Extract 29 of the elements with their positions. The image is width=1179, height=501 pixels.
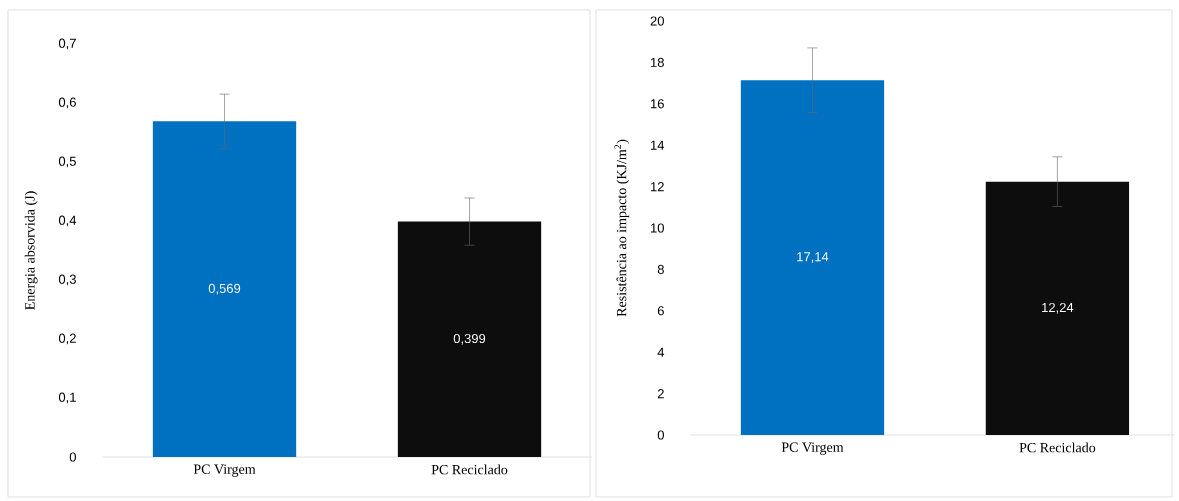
y-tick-label: 8 [657,264,664,274]
y-tick-label: 0,5 [58,156,76,168]
y-tick-label: 6 [657,306,664,316]
data-label: 12,24 [1042,302,1074,314]
y-tick-label: 14 [651,140,665,150]
y-tick-label: 0 [657,430,664,440]
y-axis-title: Resistência ao impacto (KJ/m$^{2}$) [614,139,630,317]
y-tick-label: 4 [657,347,665,357]
data-label: 0,569 [208,283,241,295]
y-tick-label: 16 [651,99,664,109]
y-tick-label: 0 [69,452,76,462]
y-tick-label: 0,4 [58,215,77,227]
y-tick-label: 0,7 [58,38,76,50]
y-tick-label: 0,1 [58,392,76,404]
y-tick-label: 0,6 [58,97,76,109]
y-tick-label: 18 [651,57,664,67]
y-tick-label: 10 [651,223,664,233]
data-label: 17,14 [797,252,829,263]
y-tick-label: 0,3 [58,274,76,286]
x-tick-label: PC Virgem [193,464,256,477]
y-tick-label: 20 [650,16,664,26]
x-tick-label: PC Virgem [781,442,844,455]
y-tick-label: 0,2 [58,333,76,345]
x-tick-label: PC Reciclado [1019,442,1096,453]
y-tick-label: 2 [657,389,664,399]
x-tick-label: PC Reciclado [431,464,508,475]
y-tick-label: 12 [651,182,664,192]
y-axis-title: Energia absorvida (J) [24,191,38,310]
data-label: 0,399 [453,333,486,345]
